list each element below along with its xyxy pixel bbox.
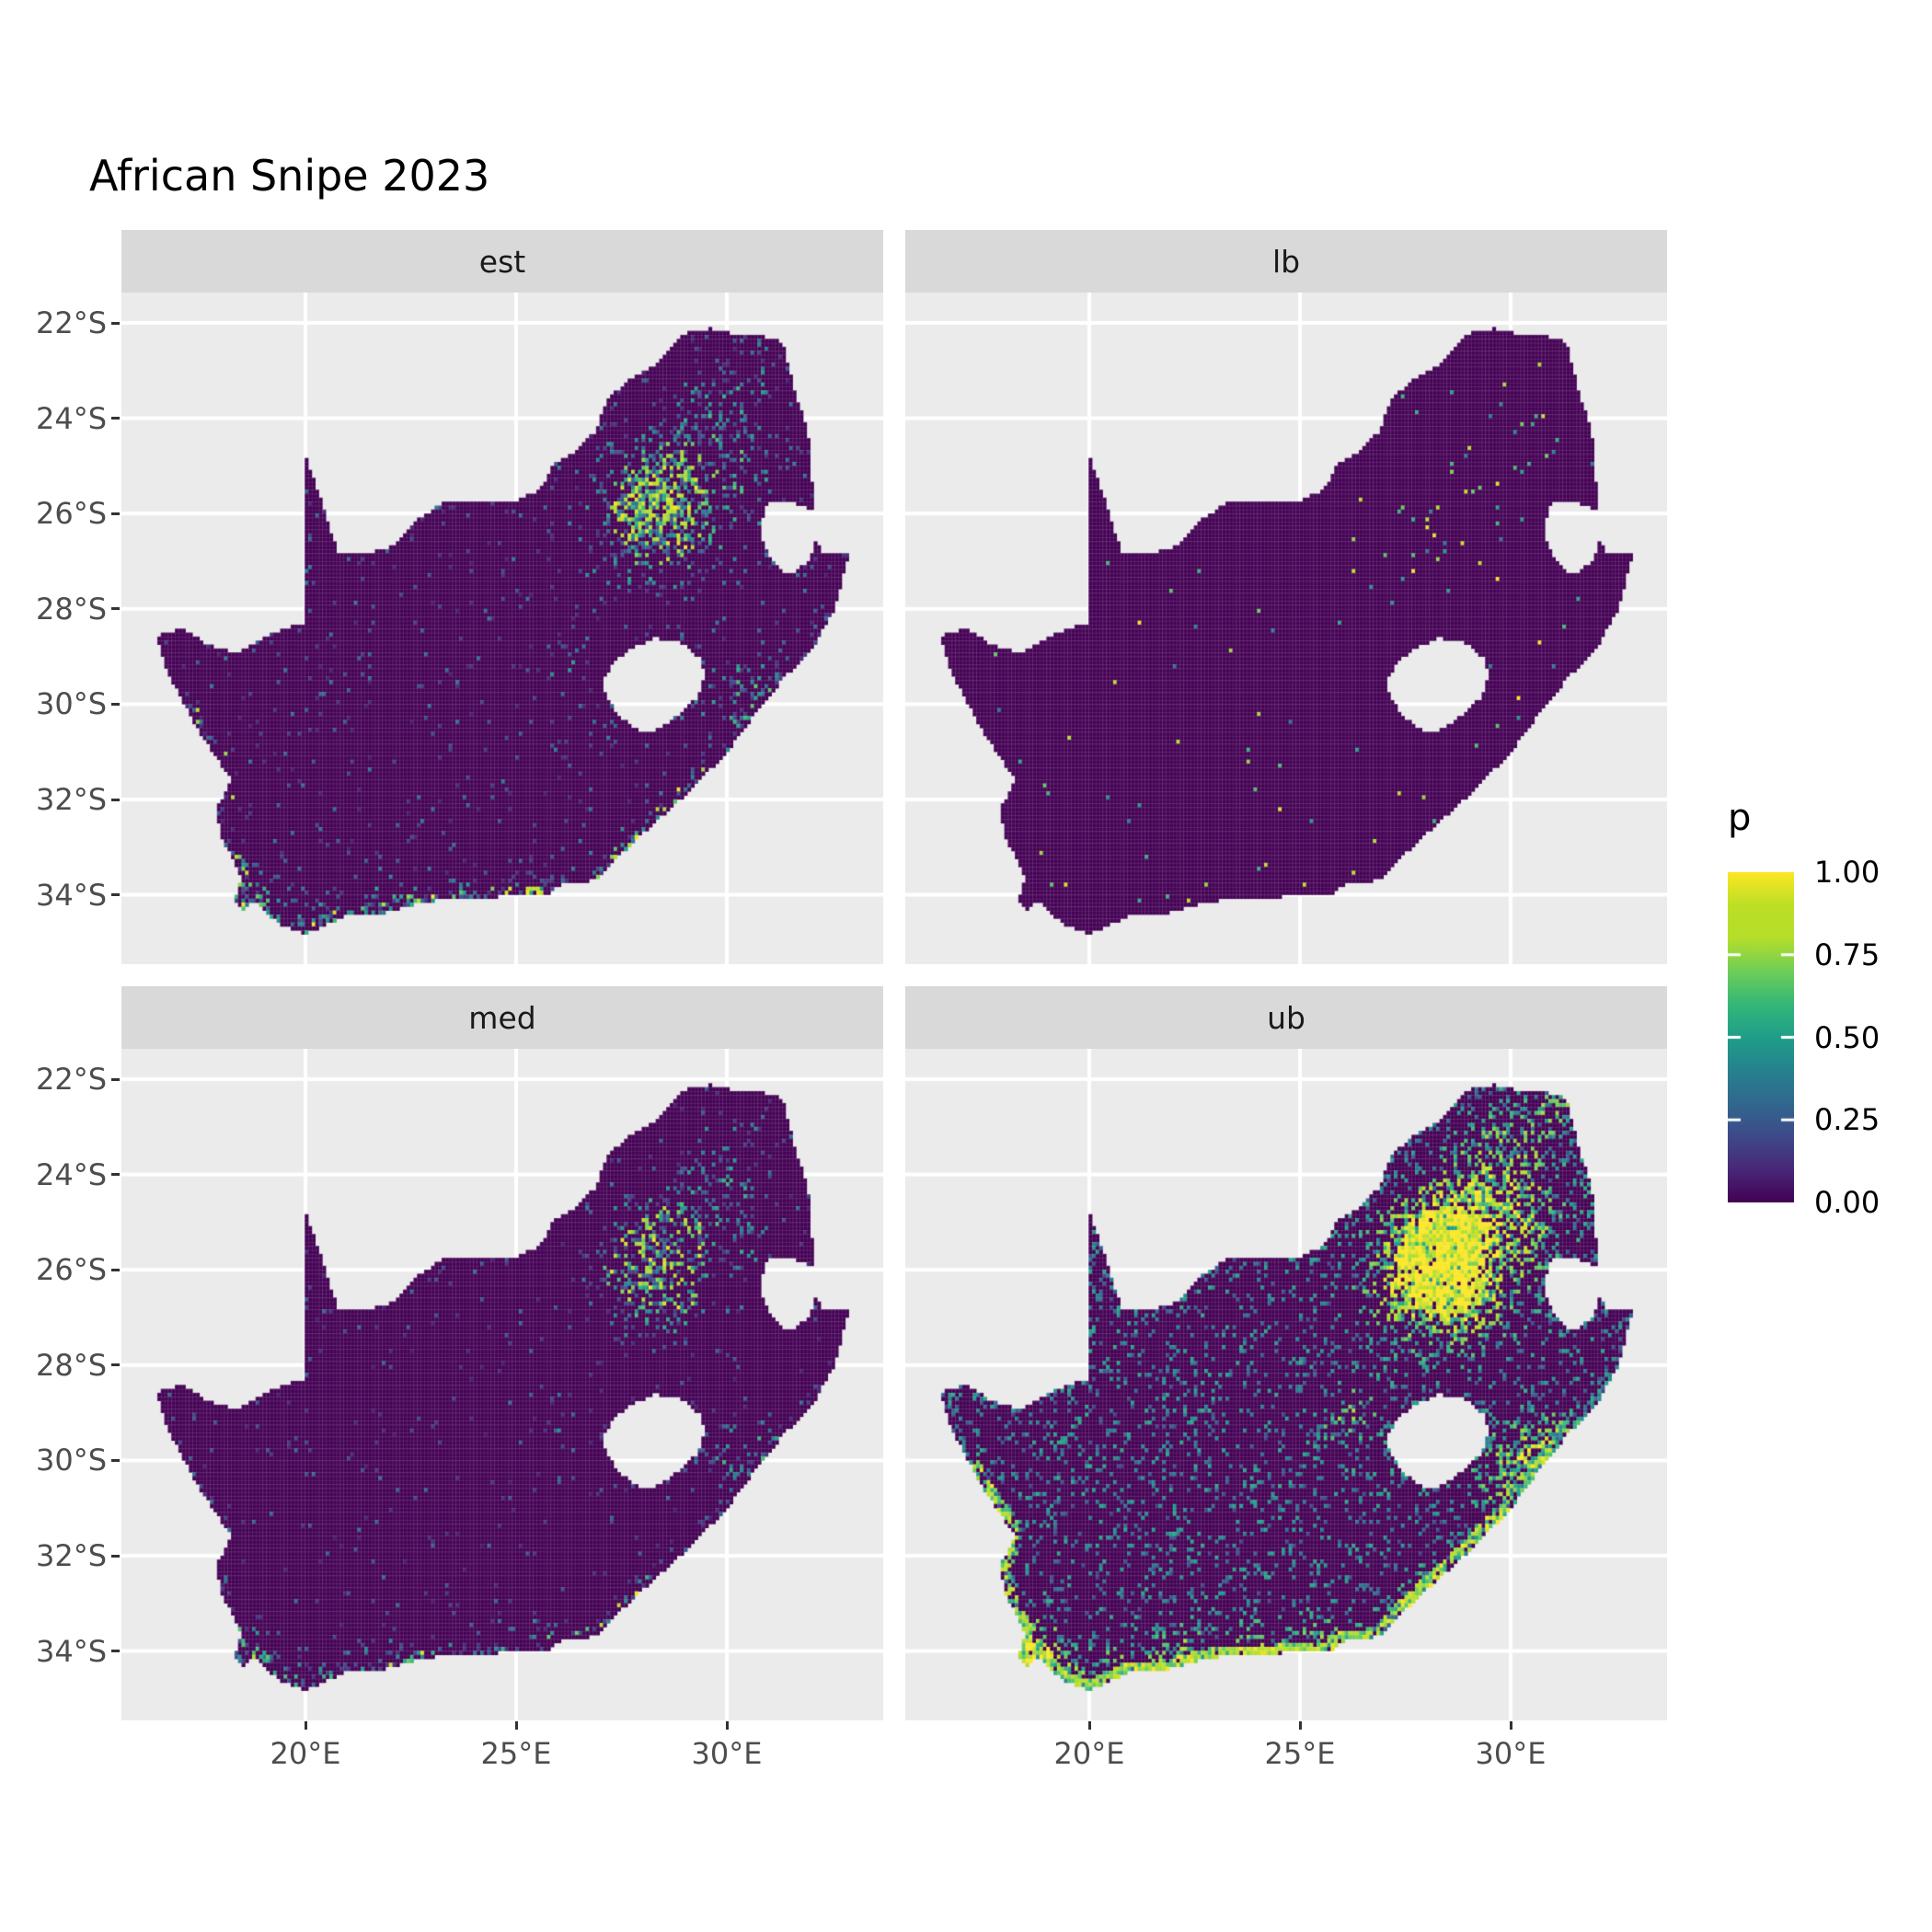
- x-axis-tick: [1298, 1721, 1302, 1730]
- facet-strip-est: est: [121, 230, 883, 293]
- x-axis-tick: [1509, 1721, 1512, 1730]
- facet-strip-label: ub: [1267, 999, 1305, 1036]
- facet-strip-label: lb: [1271, 243, 1301, 280]
- y-axis-tick: [111, 607, 120, 611]
- y-axis-tick: [111, 1173, 120, 1177]
- y-axis-tick-label: 22°S: [35, 1062, 107, 1097]
- y-axis-tick-label: 24°S: [35, 1156, 107, 1192]
- y-axis-tick: [111, 1268, 120, 1271]
- y-axis-tick: [111, 1458, 120, 1462]
- legend-tick-label: 0.50: [1814, 1019, 1880, 1055]
- y-axis-tick: [111, 417, 120, 420]
- y-axis-tick-label: 34°S: [35, 877, 107, 913]
- y-axis-tick-label: 26°S: [35, 1252, 107, 1288]
- legend-tick-label: 0.75: [1814, 937, 1880, 972]
- legend-colorbar: [1728, 872, 1794, 1202]
- x-axis-tick-label: 25°E: [1264, 1736, 1336, 1771]
- facet-strip-ub: ub: [905, 986, 1667, 1049]
- y-axis-tick-label: 22°S: [35, 305, 107, 340]
- facet-panel-est: [121, 293, 883, 964]
- y-axis-tick: [111, 798, 120, 801]
- y-axis-tick: [111, 1554, 120, 1558]
- facet-strip-label: med: [468, 999, 536, 1036]
- legend-title: p: [1728, 797, 1752, 839]
- x-axis-tick: [304, 1721, 307, 1730]
- y-axis-tick-label: 32°S: [35, 782, 107, 817]
- y-axis-tick: [111, 702, 120, 706]
- legend-tick-label: 1.00: [1814, 855, 1880, 890]
- facet-strip-label: est: [478, 243, 526, 280]
- y-axis-tick-label: 26°S: [35, 496, 107, 532]
- legend-tick-label: 0.25: [1814, 1102, 1880, 1138]
- y-axis-tick-label: 28°S: [35, 1347, 107, 1383]
- y-axis-tick-label: 30°S: [35, 686, 107, 722]
- facet-strip-lb: lb: [905, 230, 1667, 293]
- facet-panel-ub: [905, 1049, 1667, 1720]
- x-axis-tick-label: 30°E: [691, 1736, 763, 1771]
- legend-tick-label: 0.00: [1814, 1185, 1880, 1220]
- y-axis-tick: [111, 321, 120, 325]
- x-axis-tick-label: 20°E: [270, 1736, 341, 1771]
- x-axis-tick: [514, 1721, 518, 1730]
- y-axis-tick-label: 34°S: [35, 1633, 107, 1669]
- y-axis-tick: [111, 1077, 120, 1081]
- x-axis-tick-label: 20°E: [1053, 1736, 1125, 1771]
- facet-strip-med: med: [121, 986, 883, 1049]
- facet-panel-lb: [905, 293, 1667, 964]
- x-axis-tick: [1087, 1721, 1091, 1730]
- x-axis-tick: [725, 1721, 729, 1730]
- x-axis-tick-label: 30°E: [1475, 1736, 1547, 1771]
- y-axis-tick-label: 32°S: [35, 1538, 107, 1573]
- y-axis-tick: [111, 1363, 120, 1367]
- y-axis-tick-label: 30°S: [35, 1443, 107, 1478]
- y-axis-tick: [111, 1650, 120, 1653]
- x-axis-tick-label: 25°E: [480, 1736, 552, 1771]
- y-axis-tick: [111, 893, 120, 897]
- facet-panel-med: [121, 1049, 883, 1720]
- plot-title: African Snipe 2023: [89, 151, 490, 201]
- y-axis-tick-label: 24°S: [35, 400, 107, 436]
- y-axis-tick: [111, 512, 120, 515]
- y-axis-tick-label: 28°S: [35, 591, 107, 627]
